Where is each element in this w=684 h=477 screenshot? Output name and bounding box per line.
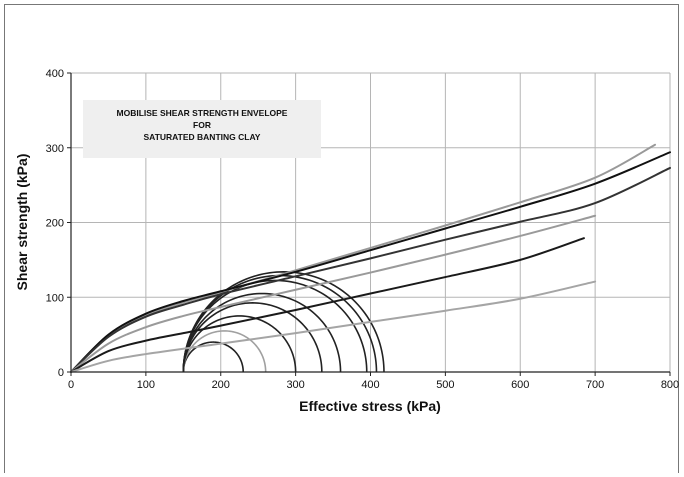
x-tick-label: 300 <box>286 379 304 391</box>
x-axis-title: Effective stress (kPa) <box>299 398 441 414</box>
annotation-line-1: MOBILISE SHEAR STRENGTH ENVELOPE <box>117 108 288 118</box>
envelope-line <box>70 143 657 373</box>
mohr-circle <box>182 330 267 373</box>
envelope-line <box>70 166 671 373</box>
chart-frame <box>4 4 679 473</box>
y-axis-title: Shear strength (kPa) <box>14 154 30 291</box>
strength-envelopes <box>70 143 671 373</box>
annotation-line-3: SATURATED BANTING CLAY <box>144 132 261 142</box>
x-tick-label: 0 <box>68 379 74 391</box>
x-tick-label: 700 <box>586 379 604 391</box>
mohr-circle <box>182 292 342 373</box>
y-tick-label: 400 <box>46 68 64 80</box>
mohr-circle <box>182 341 245 373</box>
envelope-line <box>70 280 597 373</box>
envelope-line <box>70 214 597 373</box>
mohr-circle <box>182 315 297 373</box>
y-tick-label: 200 <box>46 218 64 230</box>
mohr-circles <box>182 271 385 373</box>
annotation-line-2: FOR <box>193 120 211 130</box>
y-tick-label: 0 <box>58 367 64 379</box>
mohr-circle <box>182 302 323 373</box>
x-tick-label: 500 <box>436 379 454 391</box>
x-tick-label: 200 <box>212 379 230 391</box>
envelope-line <box>70 237 585 373</box>
x-tick-label: 100 <box>137 379 155 391</box>
annotation-background <box>83 100 321 158</box>
x-tick-label: 400 <box>361 379 379 391</box>
axes: 0 100 200 300 400 500 600 700 800 0 100 200 300 400 <box>46 68 680 391</box>
y-tick-label: 300 <box>46 143 64 155</box>
x-tick-label: 800 <box>661 379 679 391</box>
y-tick-label: 100 <box>46 292 64 304</box>
x-tick-label: 600 <box>511 379 529 391</box>
envelope-line <box>70 151 671 373</box>
